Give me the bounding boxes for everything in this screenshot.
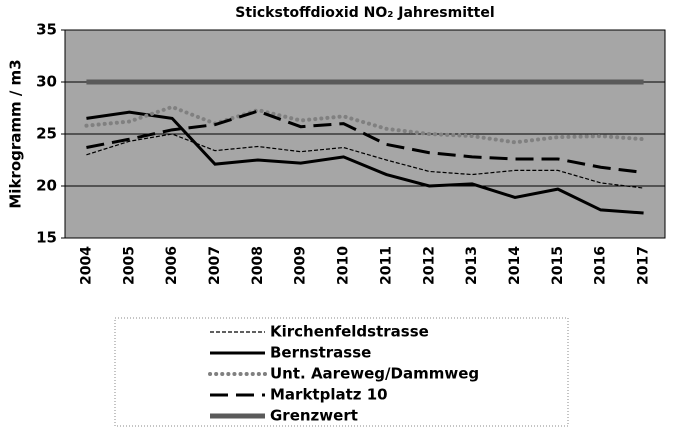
x-tick-label: 2012 <box>421 246 437 285</box>
x-tick-label: 2016 <box>593 246 609 285</box>
legend-label: Bernstrasse <box>270 344 371 362</box>
legend-label: Marktplatz 10 <box>270 386 388 404</box>
x-tick-label: 2004 <box>78 246 94 285</box>
y-axis-label: Mikrogramm / m3 <box>7 59 25 208</box>
x-tick-label: 2006 <box>164 246 180 285</box>
x-tick-label: 2010 <box>336 246 352 285</box>
y-tick-label: 35 <box>36 21 57 39</box>
x-tick-label: 2013 <box>464 246 480 285</box>
line-series <box>84 104 646 145</box>
legend-label: Unt. Aareweg/Dammweg <box>270 365 479 383</box>
line-series <box>86 109 644 174</box>
x-tick-label: 2014 <box>507 246 523 285</box>
x-tick-label: 2005 <box>121 246 137 285</box>
line-series <box>86 133 644 189</box>
x-tick-label: 2017 <box>636 246 652 285</box>
y-tick-label: 20 <box>36 177 57 195</box>
y-tick-label: 15 <box>36 229 57 247</box>
x-tick-label: 2015 <box>550 246 566 285</box>
x-tick-label: 2009 <box>293 246 309 285</box>
chart-title: Stickstoffdioxid NO₂ Jahresmittel <box>235 5 494 21</box>
legend-label: Grenzwert <box>270 407 358 425</box>
x-tick-label: 2007 <box>207 246 223 285</box>
x-tick-label: 2011 <box>378 246 394 285</box>
x-tick-label: 2008 <box>250 246 266 285</box>
legend-box <box>114 317 569 427</box>
y-tick-label: 25 <box>36 125 57 143</box>
y-tick-label: 30 <box>36 73 57 91</box>
line-series <box>86 110 644 215</box>
legend-label: Kirchenfeldstrasse <box>270 323 429 341</box>
